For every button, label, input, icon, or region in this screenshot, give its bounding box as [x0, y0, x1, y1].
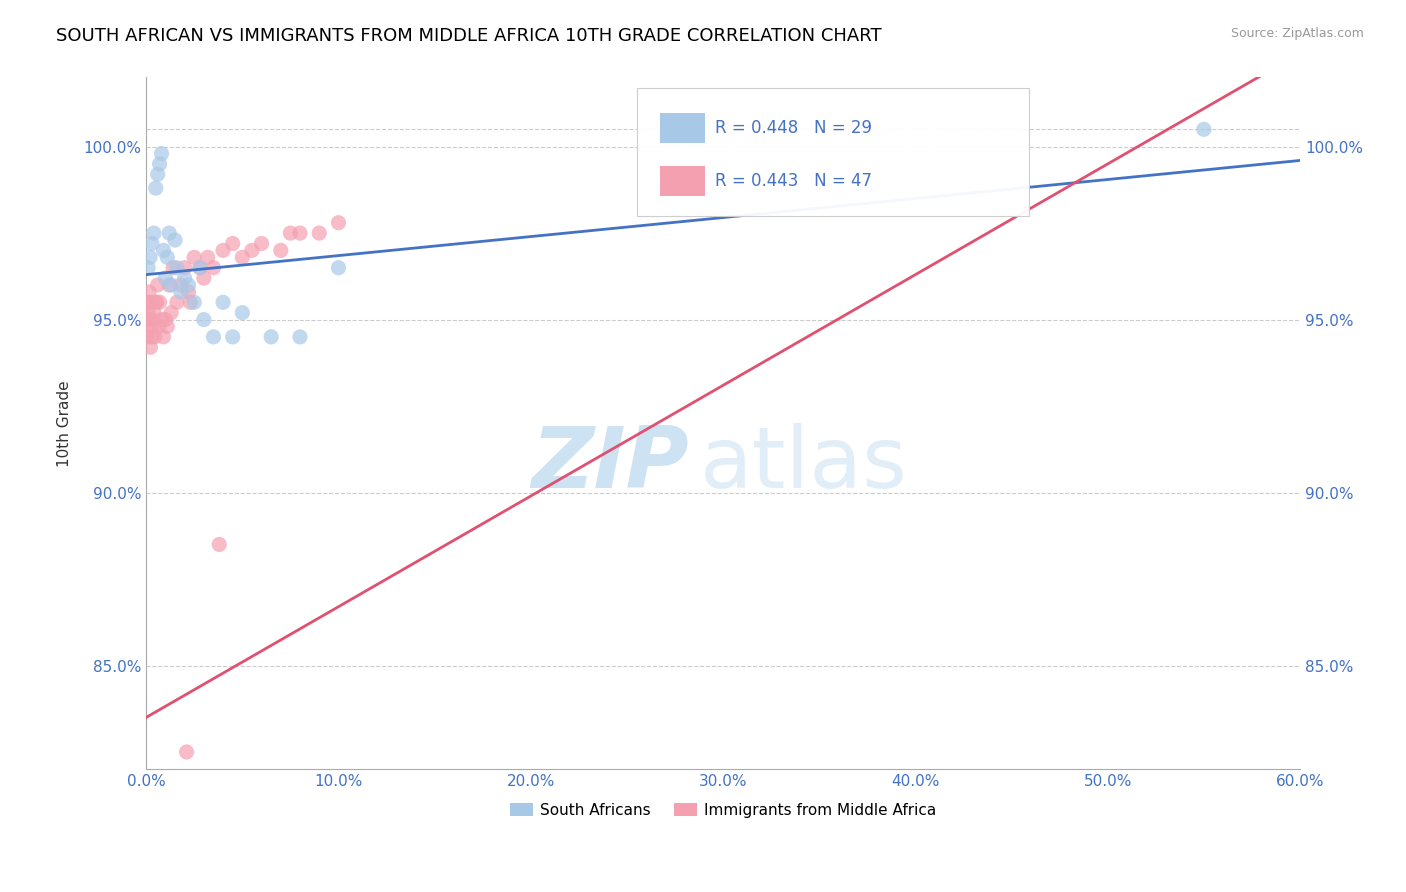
Point: [170, 285, 193, 299]
Point: [136, 306, 159, 320]
Point: [193, 271, 215, 285]
Point: [138, 319, 160, 334]
Point: [145, 295, 167, 310]
Text: atlas: atlas: [700, 424, 908, 507]
Point: [208, 537, 231, 551]
FancyBboxPatch shape: [659, 166, 704, 196]
Y-axis label: 10th Grade: 10th Grade: [58, 380, 72, 467]
Point: [202, 260, 225, 275]
Point: [162, 260, 184, 275]
Point: [183, 250, 205, 264]
Point: [138, 285, 160, 299]
Point: [145, 181, 167, 195]
Point: [177, 278, 200, 293]
Text: SOUTH AFRICAN VS IMMIGRANTS FROM MIDDLE AFRICA 10TH GRADE CORRELATION CHART: SOUTH AFRICAN VS IMMIGRANTS FROM MIDDLE …: [56, 27, 882, 45]
Point: [141, 330, 163, 344]
Point: [260, 330, 283, 344]
Point: [328, 260, 350, 275]
Point: [166, 260, 188, 275]
Point: [139, 312, 162, 326]
Point: [136, 312, 159, 326]
Point: [212, 295, 235, 310]
Point: [173, 260, 195, 275]
Point: [160, 306, 183, 320]
Point: [139, 340, 162, 354]
Point: [136, 330, 159, 344]
Point: [212, 244, 235, 258]
Point: [149, 295, 172, 310]
Point: [328, 216, 350, 230]
Point: [136, 260, 159, 275]
Point: [155, 271, 177, 285]
Point: [231, 306, 253, 320]
Point: [170, 278, 193, 293]
Point: [139, 250, 162, 264]
Point: [138, 295, 160, 310]
Point: [156, 250, 179, 264]
Point: [173, 271, 195, 285]
Point: [176, 745, 198, 759]
Point: [156, 319, 179, 334]
Point: [188, 260, 211, 275]
Point: [179, 295, 201, 310]
Text: ZIP: ZIP: [531, 424, 689, 507]
Point: [150, 146, 173, 161]
Point: [141, 236, 163, 251]
Point: [149, 157, 172, 171]
Point: [193, 312, 215, 326]
Point: [1192, 122, 1215, 136]
Point: [280, 226, 302, 240]
Text: Source: ZipAtlas.com: Source: ZipAtlas.com: [1230, 27, 1364, 40]
Point: [163, 233, 186, 247]
Point: [288, 226, 311, 240]
Point: [177, 285, 200, 299]
Point: [183, 295, 205, 310]
Point: [231, 250, 253, 264]
FancyBboxPatch shape: [637, 87, 1029, 216]
Point: [139, 295, 162, 310]
Point: [146, 278, 169, 293]
FancyBboxPatch shape: [659, 112, 704, 144]
Text: R = 0.448   N = 29: R = 0.448 N = 29: [716, 119, 872, 137]
Point: [288, 330, 311, 344]
Point: [148, 319, 170, 334]
Point: [152, 244, 174, 258]
Point: [221, 236, 243, 251]
Point: [142, 306, 165, 320]
Point: [160, 278, 183, 293]
Point: [143, 330, 166, 344]
Point: [221, 330, 243, 344]
Point: [155, 312, 177, 326]
Point: [150, 312, 173, 326]
Point: [270, 244, 292, 258]
Point: [146, 167, 169, 181]
Legend: South Africans, Immigrants from Middle Africa: South Africans, Immigrants from Middle A…: [503, 797, 942, 824]
Point: [240, 244, 263, 258]
Point: [250, 236, 273, 251]
Point: [157, 226, 180, 240]
Point: [308, 226, 330, 240]
Point: [166, 295, 188, 310]
Point: [188, 260, 211, 275]
Point: [202, 330, 225, 344]
Point: [142, 319, 165, 334]
Point: [145, 295, 167, 310]
Text: R = 0.443   N = 47: R = 0.443 N = 47: [716, 172, 872, 190]
Point: [152, 330, 174, 344]
Point: [142, 226, 165, 240]
Point: [197, 250, 219, 264]
Point: [157, 278, 180, 293]
